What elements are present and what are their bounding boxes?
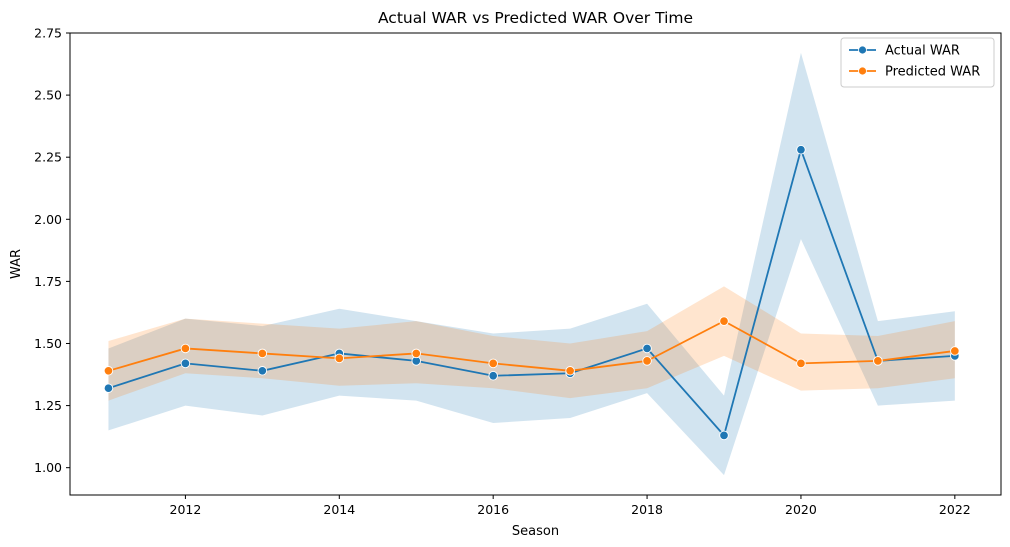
actual-war-point-2016 <box>488 371 498 381</box>
predicted-war-point-2011 <box>103 366 114 376</box>
y-tick-label-2.50: 2.50 <box>34 88 62 103</box>
y-tick-label-1.25: 1.25 <box>34 398 62 413</box>
actual-war-confidence-band <box>108 52 955 476</box>
legend-predicted-marker <box>858 66 867 76</box>
x-axis-label: Season <box>512 524 559 539</box>
y-tick-label-1.75: 1.75 <box>34 274 62 289</box>
predicted-war-point-2020 <box>796 358 806 369</box>
legend-actual-marker <box>858 45 867 55</box>
y-tick-label-2.75: 2.75 <box>34 26 62 41</box>
actual-war-point-2019 <box>719 430 729 441</box>
x-tick-label-2018: 2018 <box>631 502 663 517</box>
predicted-war-point-2021 <box>873 356 883 366</box>
y-axis: 1.00 1.25 1.50 1.75 2.00 2.25 2.50 2.75 <box>34 26 70 475</box>
x-tick-label-2016: 2016 <box>477 502 509 517</box>
predicted-war-confidence-band <box>108 286 955 401</box>
predicted-war-point-2015 <box>411 348 421 359</box>
legend-actual-label: Actual WAR <box>885 44 960 59</box>
legend-box <box>840 37 995 88</box>
predicted-war-point-2019 <box>719 316 729 326</box>
actual-war-point-2012 <box>180 358 191 369</box>
actual-war-point-2013 <box>257 366 268 376</box>
y-tick-label-2.25: 2.25 <box>34 150 62 165</box>
x-tick-label-2022: 2022 <box>939 502 971 517</box>
predicted-war-point-2016 <box>488 358 498 369</box>
chart-title: Actual WAR vs Predicted WAR Over Time <box>378 9 693 27</box>
actual-war-point-2020 <box>796 144 806 155</box>
actual-war-line <box>108 146 955 438</box>
predicted-war-point-2013 <box>257 348 268 359</box>
x-axis: 2012 2014 2016 2018 2020 2022 <box>170 495 971 517</box>
series-lines <box>108 146 955 438</box>
predicted-war-point-2017 <box>565 366 575 376</box>
x-tick-label-2014: 2014 <box>323 502 355 517</box>
predicted-war-point-2012 <box>180 343 191 354</box>
x-tick-label-2012: 2012 <box>170 502 202 517</box>
predicted-war-point-2014 <box>334 353 345 364</box>
y-tick-label-1.00: 1.00 <box>34 460 62 475</box>
x-tick-label-2020: 2020 <box>785 502 817 517</box>
y-tick-label-2.00: 2.00 <box>34 212 62 227</box>
actual-war-point-2018 <box>642 343 652 354</box>
confidence-bands <box>108 52 955 476</box>
predicted-war-point-2018 <box>642 356 652 366</box>
y-axis-label: WAR <box>9 249 24 279</box>
actual-war-point-2011 <box>103 383 114 393</box>
predicted-war-point-2022 <box>950 346 960 356</box>
legend: Actual WAR Predicted WAR <box>840 37 995 88</box>
plot-frame <box>69 32 1002 496</box>
series-points <box>103 144 960 441</box>
y-tick-label-1.50: 1.50 <box>34 336 62 351</box>
predicted-war-line <box>108 320 955 372</box>
legend-predicted-label: Predicted WAR <box>885 65 980 80</box>
